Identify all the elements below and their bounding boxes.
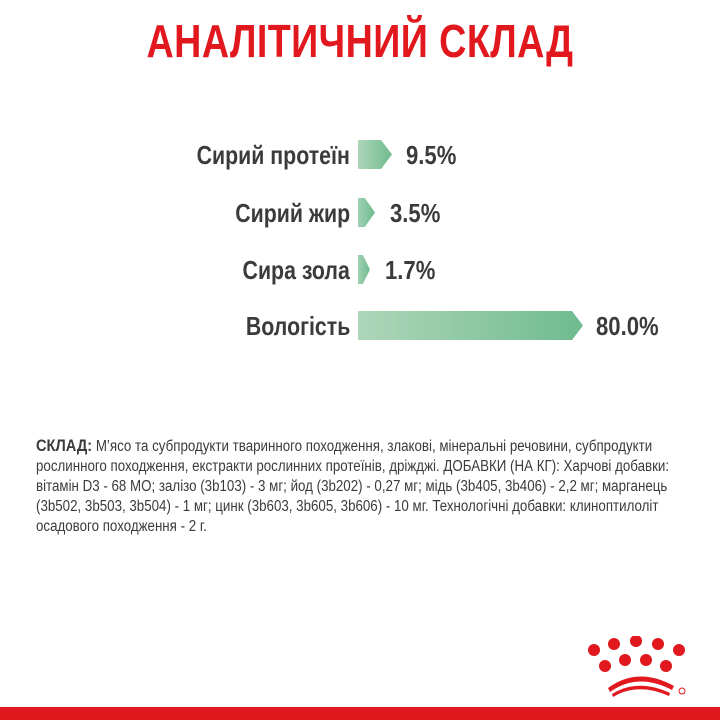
analysis-row-moisture: Вологість 80.0% (0, 307, 720, 347)
bar-ash (358, 255, 370, 284)
row-value: 9.5% (406, 140, 457, 170)
bar-fat (358, 198, 375, 227)
composition-text: СКЛАД: М’ясо та субпродукти тваринного п… (36, 436, 690, 537)
bar-protein (358, 140, 392, 169)
bar-moisture (358, 311, 583, 340)
row-value: 80.0% (596, 311, 659, 341)
row-label: Вологість (245, 311, 350, 341)
composition-heading: СКЛАД: (36, 436, 93, 455)
page-title: АНАЛІТИЧНИЙ СКЛАД (146, 15, 574, 67)
row-label: Сира зола (242, 255, 350, 285)
row-label: Сирий жир (235, 198, 350, 228)
brand-band (0, 707, 720, 720)
analysis-row-fat: Сирий жир 3.5% (0, 194, 720, 234)
royal-canin-crown-icon (588, 635, 698, 698)
composition-body: М’ясо та субпродукти тваринного походжен… (36, 438, 670, 535)
row-value: 3.5% (390, 198, 441, 228)
analysis-row-protein: Сирий протеїн 9.5% (0, 136, 720, 176)
analysis-row-ash: Сира зола 1.7% (0, 251, 720, 291)
row-value: 1.7% (385, 255, 436, 285)
row-label: Сирий протеїн (196, 140, 350, 170)
